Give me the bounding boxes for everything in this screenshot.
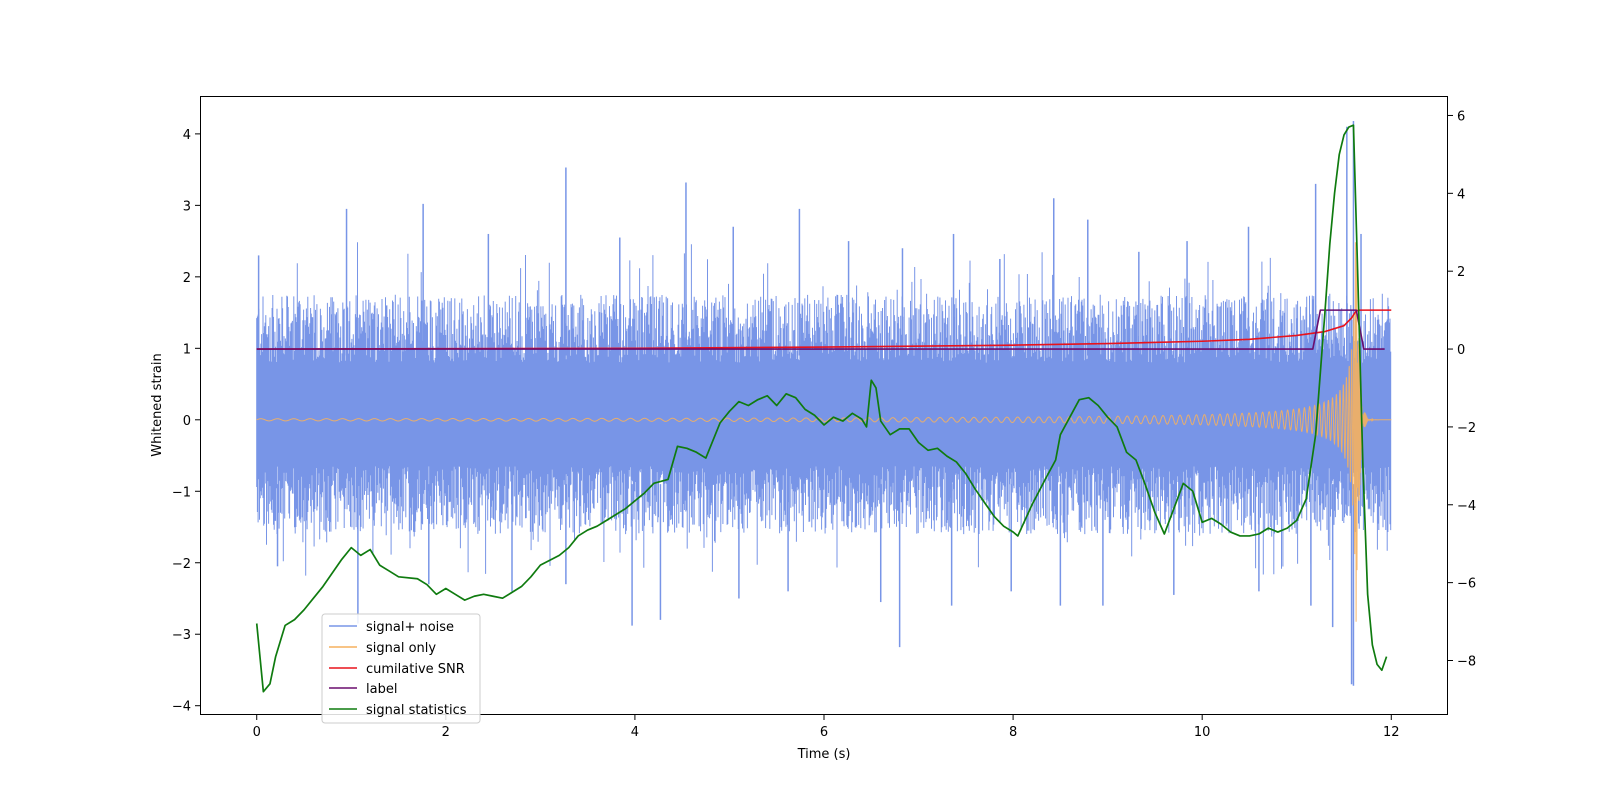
x-tick-label: 4: [631, 725, 639, 740]
legend-entry-signal-noise: signal+ noise: [366, 620, 454, 635]
legend-entry-cumulative-snr: cumilative SNR: [366, 662, 465, 677]
signal-only-trace: [256, 242, 1392, 622]
y-tick-label: 2: [183, 271, 191, 286]
y-tick-label: 4: [183, 128, 191, 143]
y2-tick-label: 4: [1457, 187, 1465, 202]
y2-tick-label: −8: [1457, 654, 1476, 669]
y-axis-label: Whitened strain: [150, 353, 165, 456]
y-tick-label: 3: [183, 199, 191, 214]
legend-frame: [321, 613, 481, 724]
y2-tick-label: 0: [1457, 343, 1465, 358]
y2-tick-label: −2: [1457, 421, 1476, 436]
series-signal-only: [256, 242, 1392, 622]
series-signal-noise: [256, 121, 1392, 686]
series-cumulative-snr: [256, 309, 1392, 350]
y2-tick-label: 2: [1457, 265, 1465, 280]
plot-area: [255, 121, 1392, 693]
legend-entry-signal-statistics: signal statistics: [366, 703, 467, 718]
legend: signal+ noise signal only cumilative SNR…: [321, 613, 481, 724]
y-axis-right: −8 −6 −4 −2 0 2 4 6: [1448, 109, 1476, 669]
y-tick-label: 0: [183, 414, 191, 429]
series-label: [256, 309, 1385, 350]
label-line: [256, 309, 1385, 350]
x-axis-label: Time (s): [797, 747, 851, 762]
y2-tick-label: −6: [1457, 577, 1476, 592]
y2-tick-label: 6: [1457, 109, 1465, 124]
x-tick-label: 12: [1383, 725, 1400, 740]
x-tick-label: 0: [253, 725, 261, 740]
x-tick-label: 8: [1009, 725, 1017, 740]
y-tick-label: −1: [172, 485, 191, 500]
x-tick-label: 2: [442, 725, 450, 740]
axes-frame: [200, 96, 1448, 715]
y2-tick-label: −4: [1457, 499, 1476, 514]
y-axis-left: −4 −3 −2 −1 0 1 2 3 4: [172, 128, 200, 715]
legend-entry-label: label: [366, 682, 397, 697]
series-signal-statistics: [255, 124, 1388, 693]
y-tick-label: −4: [172, 700, 191, 715]
x-tick-label: 10: [1194, 725, 1211, 740]
x-tick-label: 6: [820, 725, 828, 740]
signal-statistics-line: [255, 124, 1388, 693]
y-tick-label: −2: [172, 557, 191, 572]
y-tick-label: 1: [183, 342, 191, 357]
cumulative-snr-line: [256, 309, 1392, 350]
y-tick-label: −3: [172, 628, 191, 643]
x-axis: 0 2 4 6 8 10 12: [253, 715, 1400, 740]
legend-entry-signal-only: signal only: [366, 641, 436, 656]
